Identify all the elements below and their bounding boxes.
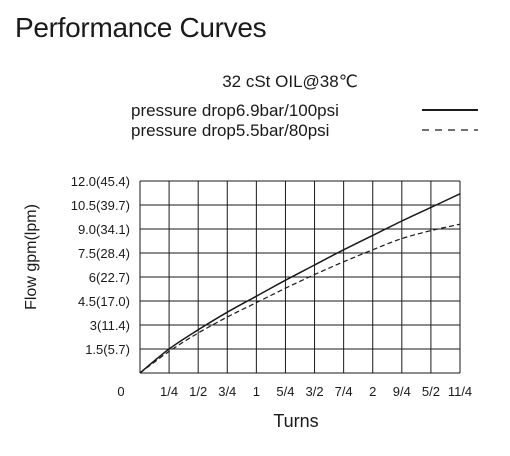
y-tick-label: 1.5(5.7) (85, 342, 130, 357)
x-tick-label: 3/2 (306, 384, 324, 399)
x-tick-label: 2 (369, 384, 376, 399)
series-line-2 (139, 223, 461, 374)
grid (139, 180, 461, 374)
y-tick-label: 3(11.4) (90, 318, 130, 333)
y-tick-label: 7.5(28.4) (78, 246, 130, 261)
y-axis-label: Flow gpm(lpm) (23, 204, 40, 310)
y-tick-label: 6(22.7) (89, 270, 130, 285)
series-line-1 (139, 193, 461, 374)
legend-label-2: pressure drop5.5bar/80psi (131, 121, 329, 140)
x-tick-label: 5/4 (276, 384, 294, 399)
x-tick-label: 1/4 (160, 384, 178, 399)
x-tick-label: 9/4 (393, 384, 411, 399)
x-tick-labels: 0 1/4 1/2 3/4 1 5/4 3/2 7/4 2 9/4 5/2 11/4 (117, 384, 472, 399)
y-tick-label: 12.0(45.4) (71, 174, 130, 189)
page-title: Performance Curves (15, 12, 267, 43)
x-tick-label: 5/2 (422, 384, 440, 399)
legend-label-1: pressure drop6.9bar/100psi (131, 101, 339, 120)
x-tick-label: 1 (253, 384, 260, 399)
x-tick-label: 0 (117, 384, 124, 399)
series-lines (139, 193, 461, 374)
x-tick-label: 11/4 (448, 384, 472, 399)
x-tick-label: 3/4 (218, 384, 236, 399)
y-tick-label: 9.0(34.1) (78, 222, 130, 237)
x-tick-label: 1/2 (189, 384, 207, 399)
y-tick-labels: 1.5(5.7) 3(11.4) 4.5(17.0) 6(22.7) 7.5(28.4)… (71, 174, 130, 357)
x-axis-label: Turns (273, 411, 318, 431)
chart-subtitle: 32 cSt OIL@38℃ (222, 72, 358, 91)
y-tick-label: 4.5(17.0) (78, 294, 130, 309)
x-tick-label: 7/4 (335, 384, 353, 399)
y-tick-label: 10.5(39.7) (71, 198, 130, 213)
